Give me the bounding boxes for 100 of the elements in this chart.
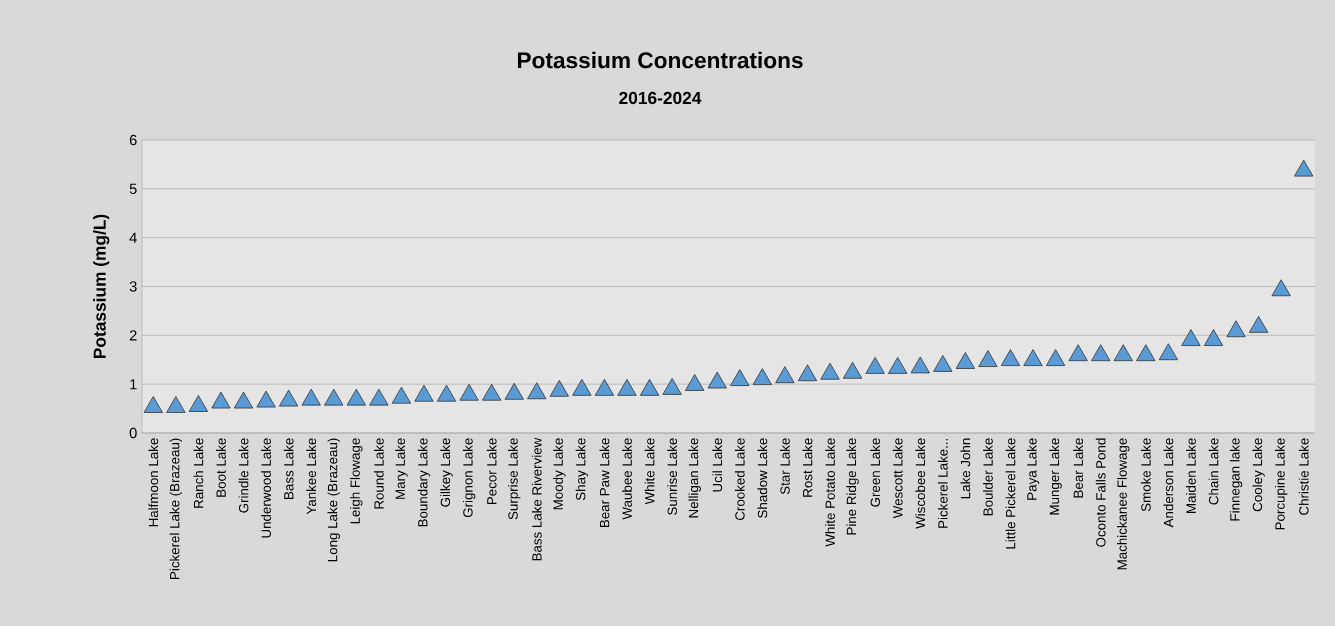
x-tick-label: Moody Lake [553,438,566,510]
y-tick-label: 4 [129,232,137,243]
x-tick-label: Nelligan Lake [688,438,701,518]
point [233,391,254,409]
x-tick-label: White Lake [644,438,655,505]
x-tick-label: Shadow Lake [757,438,768,518]
y-tick-label: 0 [129,427,137,439]
point [1294,159,1314,177]
x-tick-label: Halfmoon Lake [148,438,159,527]
x-tick-label: Leigh Flowage [350,438,363,524]
point [662,377,682,395]
x-tick-label: Ranch Lake [193,438,204,508]
x-tick-label: Boundary Lake [417,438,431,527]
x-tick-label: Little Pickerel Lake [1005,438,1016,549]
x-tick-label: Bear Paw Lake [599,438,610,528]
x-tick-label: Rost Lake [802,438,813,497]
x-tick-label: Smoke Lake [1140,438,1151,512]
y-tick-label: 5 [129,183,137,194]
point [527,382,547,400]
x-tick-label: Oconto Falls Pond [1095,438,1106,547]
x-tick-label: Cooley Lake [1252,438,1265,512]
point [1271,279,1291,297]
point [572,378,592,396]
point [1000,349,1021,366]
x-tick-label: Grignon Lake [462,438,476,518]
point [391,386,412,404]
point [639,378,660,396]
x-tick-label: Maiden Lake [1186,438,1196,513]
x-tick-label: Pickerel Lake (Brazeau) [169,438,183,579]
point [933,355,953,372]
point [1158,343,1179,361]
point [797,364,818,382]
x-tick-label: Boot Lake [216,438,226,497]
x-tick-label: Porcupine Lake [1274,438,1288,530]
x-tick-label: Boulder Lake [983,438,993,516]
x-tick-label: Ucil Lake [712,438,723,492]
point [1226,320,1246,338]
point [685,374,705,391]
point [549,379,569,397]
point [1181,329,1201,346]
point [504,382,524,400]
x-tick-label: Munger Lake [1049,438,1062,515]
point [1113,344,1133,362]
x-tick-label: Crooked Lake [734,438,745,521]
y-tick-label: 6 [129,134,137,146]
point [955,352,975,369]
x-tick-label: Anderson Lake [1163,438,1174,528]
point [166,396,186,413]
x-tick-label: Wiscobee Lake [915,438,926,529]
x-tick-label: Paya Lake [1026,438,1040,500]
point [324,388,344,406]
x-tick-label: Sunrise Lake [667,438,677,515]
point [211,391,231,409]
point [301,388,321,406]
x-tick-label: Machickanee Flowage [1117,438,1130,570]
x-tick-label: White Potato Lake [825,438,835,547]
x-tick-label: Pickerel Lake... [937,438,948,528]
y-tick-label: 1 [130,379,137,390]
x-tick-label: Mary Lake [395,438,408,499]
point [414,384,434,402]
chart-title: Potassium Concentrations [517,51,803,69]
x-tick-label: Bass Lake Riverview [531,437,542,561]
point [888,356,908,374]
x-tick-label: Star Lake [780,438,790,495]
y-tick-label: 2 [129,330,137,341]
x-tick-label: Wescott Lake [892,438,903,519]
x-tick-label: Waubee Lake [622,438,632,520]
x-tick-label: Green Lake [870,438,881,507]
chart-subtitle: 2016-2024 [619,91,702,105]
point [1136,344,1156,362]
point [752,368,772,386]
y-tick-label: 3 [129,281,137,292]
point [369,388,389,406]
point [730,369,750,386]
point [820,362,840,380]
x-tick-label: Pine Ridge Lake [846,438,859,535]
point [865,356,885,374]
x-tick-label: Christie Lake [1298,438,1309,515]
x-tick-label: Pecor Lake [486,438,497,505]
point [436,384,457,402]
point [1248,315,1269,333]
x-tick-label: Yankee Lake [306,438,317,515]
point [978,350,998,367]
point [617,378,637,396]
x-tick-label: Finnegan lake [1229,438,1243,521]
point [1203,329,1224,346]
x-tick-label: Grindle Lake [238,438,249,513]
x-tick-label: Underwood Lake [261,438,271,538]
point [256,390,276,408]
point [1091,344,1111,362]
point [188,395,209,412]
point [278,389,299,407]
point [482,383,502,401]
y-axis-title: Potassium (mg/L) [93,214,110,359]
point [707,371,727,389]
x-tick-label: Chain Lake [1208,438,1219,505]
point [346,388,366,406]
x-tick-label: Bass Lake [283,438,294,499]
point [910,356,930,374]
point [1045,349,1066,366]
